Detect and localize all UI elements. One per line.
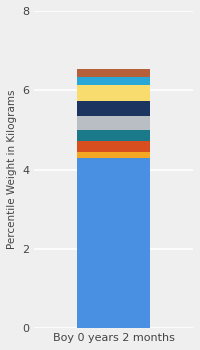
Bar	[77, 152, 150, 158]
Bar	[77, 141, 150, 152]
Bar	[77, 158, 150, 328]
Y-axis label: Percentile Weight in Kilograms: Percentile Weight in Kilograms	[7, 90, 17, 249]
Bar	[77, 100, 150, 116]
Bar	[77, 130, 150, 141]
Bar	[77, 69, 150, 77]
Bar	[77, 85, 150, 100]
Bar	[77, 77, 150, 85]
Bar	[77, 116, 150, 130]
